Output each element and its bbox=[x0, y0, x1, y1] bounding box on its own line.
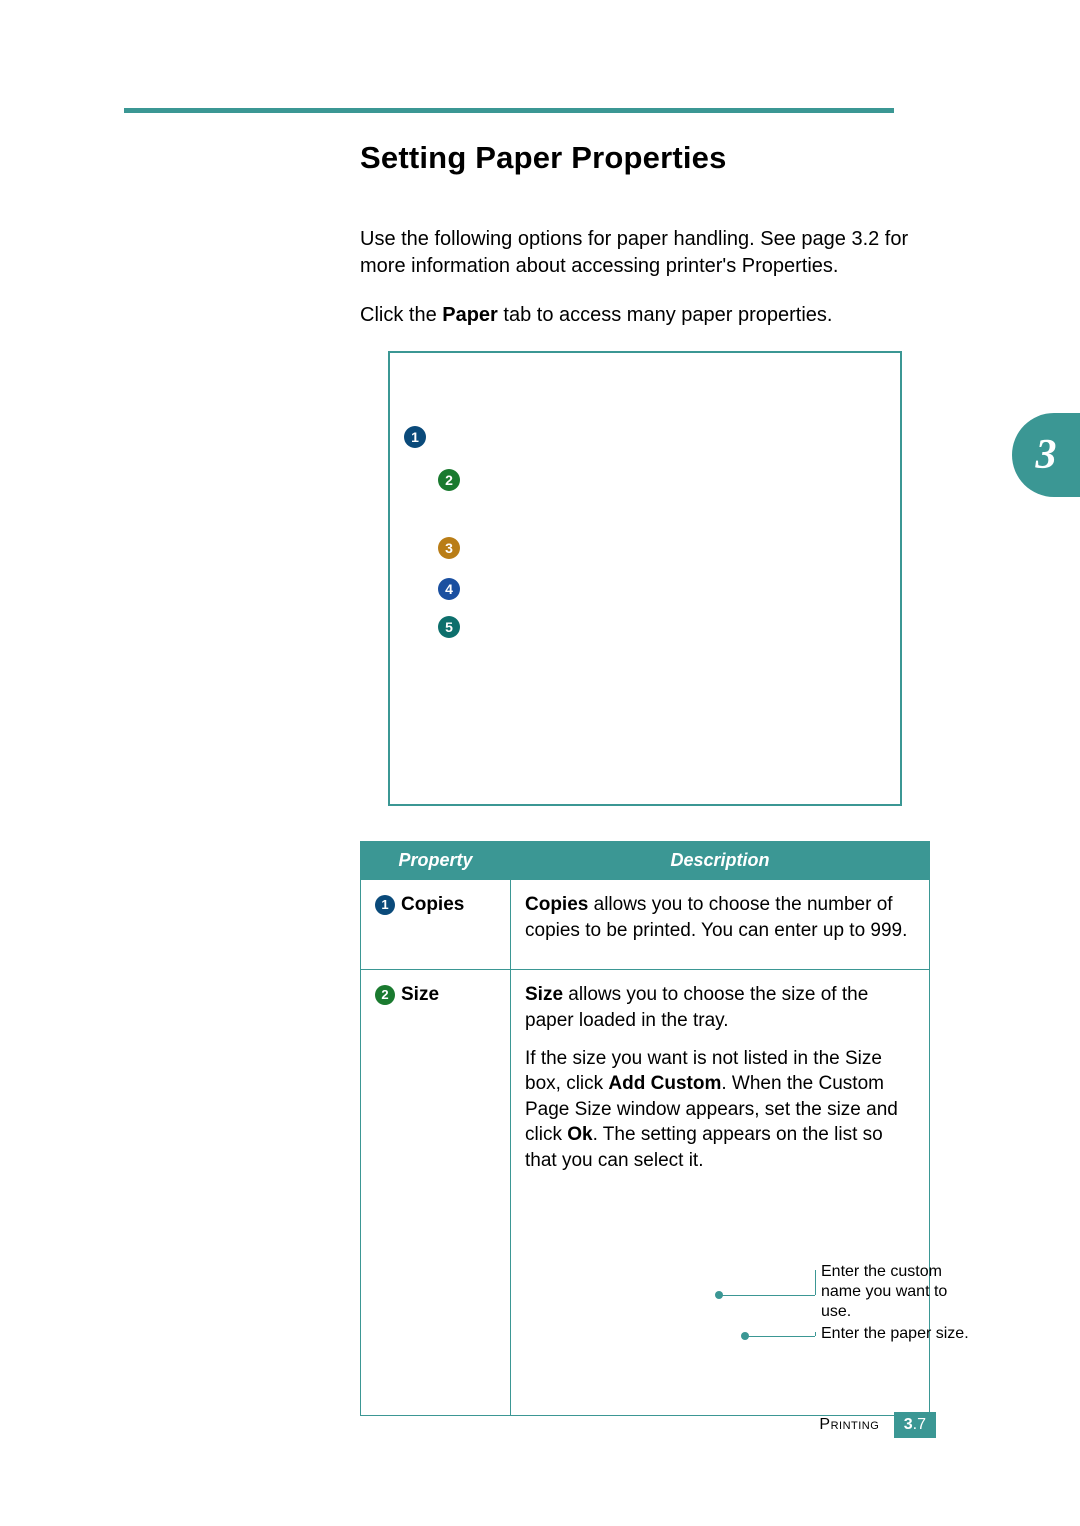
callout-4: 4 bbox=[438, 578, 460, 600]
intro-paragraph-2: Click the Paper tab to access many paper… bbox=[360, 302, 930, 329]
description-cell: Size allows you to choose the size of th… bbox=[511, 970, 930, 1415]
text: Click the bbox=[360, 304, 442, 326]
property-cell: 2 Size bbox=[361, 970, 511, 1415]
callout-1: 1 bbox=[404, 426, 426, 448]
leader-line bbox=[745, 1336, 815, 1337]
page-title: Setting Paper Properties bbox=[360, 140, 930, 176]
property-name: Size bbox=[401, 984, 439, 1005]
table-row: 1CopiesCopies allows you to choose the n… bbox=[361, 880, 930, 970]
text: Add Custom bbox=[608, 1073, 721, 1094]
chapter-tab: 3 bbox=[1012, 413, 1080, 497]
property-name: Copies bbox=[401, 894, 464, 915]
callout-badge-2: 2 bbox=[375, 985, 395, 1005]
paper-tab-diagram: 12 3 4 5 bbox=[388, 351, 902, 806]
properties-table: Property Description 1CopiesCopies allow… bbox=[360, 841, 930, 1416]
callout-2: 2 bbox=[438, 469, 460, 491]
description-cell: Copies allows you to choose the number o… bbox=[511, 880, 930, 970]
callout-3: 3 bbox=[438, 537, 460, 559]
text: allows you to choose the size of the pap… bbox=[525, 984, 868, 1031]
footer-page-number: 3.7 bbox=[894, 1412, 936, 1438]
leader-text: Enter the custom name you want to use. bbox=[821, 1262, 976, 1322]
table-row: 2SizeSize allows you to choose the size … bbox=[361, 970, 930, 1415]
text: tab to access many paper properties. bbox=[498, 304, 833, 326]
property-cell: 1 Copies bbox=[361, 880, 511, 970]
content-area: Setting Paper Properties Use the followi… bbox=[360, 140, 930, 1416]
th-description: Description bbox=[511, 842, 930, 880]
th-property: Property bbox=[361, 842, 511, 880]
leader-line bbox=[815, 1332, 816, 1336]
page-footer: Printing 3.7 bbox=[819, 1412, 936, 1438]
page: 3 Setting Paper Properties Use the follo… bbox=[0, 0, 1080, 1526]
paper-tab-name: Paper bbox=[442, 304, 498, 326]
leader-text: Enter the paper size. bbox=[821, 1324, 976, 1344]
leader-line bbox=[815, 1270, 816, 1295]
text: Size bbox=[525, 984, 563, 1005]
text: Copies bbox=[525, 894, 588, 915]
footer-section: Printing bbox=[819, 1416, 879, 1433]
custom-size-diagram: Enter the custom name you want to use.En… bbox=[525, 1186, 915, 1401]
intro-paragraph-1: Use the following options for paper hand… bbox=[360, 226, 930, 280]
top-rule bbox=[124, 108, 894, 113]
leader-line bbox=[719, 1295, 815, 1296]
callout-5: 5 bbox=[438, 616, 460, 638]
callout-badge-1: 1 bbox=[375, 895, 395, 915]
text: Ok bbox=[567, 1124, 592, 1145]
